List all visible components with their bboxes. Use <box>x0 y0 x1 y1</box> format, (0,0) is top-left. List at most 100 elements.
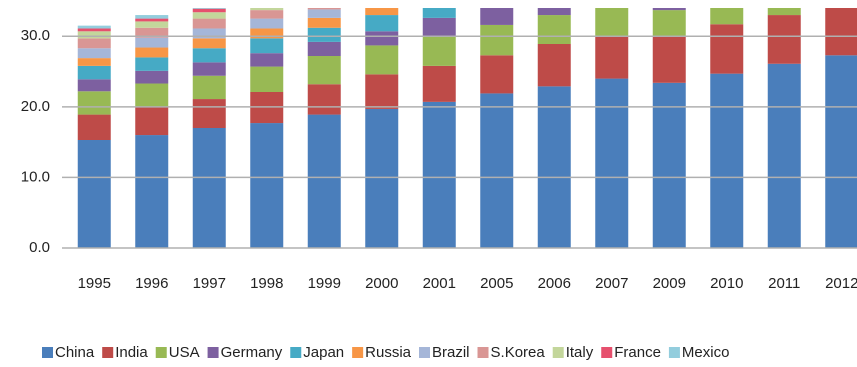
x-tick-label: 2005 <box>480 275 513 292</box>
bar-segment <box>307 41 341 56</box>
bar-segment <box>135 27 169 38</box>
legend-swatch <box>155 347 167 358</box>
legend-label: Brazil <box>432 344 470 361</box>
bar-segment <box>192 62 226 76</box>
legend-label: Mexico <box>682 344 730 361</box>
bar-segment <box>250 10 284 19</box>
bar-segment <box>307 56 341 85</box>
bar-segment <box>192 99 226 128</box>
bar-segment <box>422 8 456 18</box>
bar-segment <box>135 37 169 48</box>
x-tick-label: 2009 <box>653 275 686 292</box>
bar-segment <box>77 65 111 80</box>
bar-segment <box>710 8 744 25</box>
bar-segment <box>767 8 801 16</box>
bar-segment <box>307 9 341 18</box>
legend-swatch <box>601 347 613 358</box>
bar-segment <box>422 17 456 36</box>
bar-segment <box>480 93 514 248</box>
bar-segment <box>480 55 514 94</box>
legend-label: Germany <box>221 344 283 361</box>
bar-segment <box>135 83 169 107</box>
x-tick-label: 2011 <box>768 275 800 292</box>
bar-segment <box>652 82 686 248</box>
bar-segment <box>250 18 284 29</box>
x-tick-label: 2001 <box>423 275 456 292</box>
x-tick-label: 2012 <box>825 275 857 292</box>
bar-segment <box>192 12 226 19</box>
bar-segment <box>77 79 111 92</box>
bar-segment <box>192 38 226 49</box>
bar-segment <box>595 78 629 249</box>
legend-swatch <box>352 347 364 358</box>
bar-segment <box>250 0 283 3</box>
bar-segment <box>307 27 341 42</box>
bar-segment <box>250 38 284 54</box>
x-tick-label: 2000 <box>365 275 398 292</box>
bar-segment <box>192 128 226 248</box>
bar-segment <box>365 15 399 32</box>
x-tick-label: 1996 <box>135 275 168 292</box>
x-tick-label: 2007 <box>595 275 628 292</box>
bar-segment <box>595 0 628 4</box>
bar-segment <box>192 8 226 9</box>
legend-label: USA <box>169 344 200 361</box>
bar-segment <box>767 15 801 64</box>
bar-segment <box>192 75 226 100</box>
bar-segment <box>135 18 169 22</box>
bar-segment <box>422 35 456 66</box>
legend-label: S.Korea <box>491 344 546 361</box>
bar-segment <box>250 66 284 92</box>
legend-swatch <box>207 347 219 358</box>
bar-segment <box>135 15 169 19</box>
bar-segment <box>192 18 226 29</box>
bar-segment <box>77 91 111 115</box>
bar-segment <box>652 8 686 11</box>
bar-segment <box>250 53 284 67</box>
legend-label: Japan <box>303 344 344 361</box>
x-tick-label: 2010 <box>710 275 743 292</box>
bar-segment <box>192 48 226 63</box>
plot-area <box>77 0 857 249</box>
legend-label: China <box>55 344 95 361</box>
bar-segment <box>77 48 111 59</box>
y-tick-label: 30.0 <box>21 27 50 44</box>
x-tick-label: 1999 <box>308 275 341 292</box>
bar-segment <box>365 108 399 248</box>
bar-segment <box>135 70 169 84</box>
bar-segment <box>77 25 111 29</box>
bar-segment <box>480 8 514 25</box>
bar-segment <box>480 24 514 56</box>
bar-segment <box>135 21 169 28</box>
bar-segment <box>595 8 629 36</box>
bar-segment <box>537 44 571 87</box>
bar-segment <box>192 28 226 39</box>
bar-segment <box>250 8 284 11</box>
legend-swatch <box>668 347 680 358</box>
bar-segment <box>537 86 571 249</box>
y-tick-label: 10.0 <box>21 168 50 185</box>
bar-segment <box>825 8 857 56</box>
bar-segment <box>825 55 857 249</box>
bar-segment <box>135 135 169 248</box>
bar-segment <box>422 101 456 248</box>
bar-segment <box>710 73 744 248</box>
bar-segment <box>77 38 111 49</box>
bar-segment <box>307 17 341 28</box>
x-tick-label: 1997 <box>193 275 226 292</box>
legend-swatch <box>477 347 489 358</box>
bar-segment <box>77 58 111 66</box>
bar-segment <box>767 63 801 248</box>
bar-segment <box>422 65 456 102</box>
bar-segment <box>135 106 169 136</box>
bar-segment <box>710 24 744 74</box>
bar-segment <box>365 0 398 6</box>
y-tick-label: 0.0 <box>29 239 50 256</box>
legend-swatch <box>552 347 564 358</box>
bar-segment <box>77 28 111 32</box>
bar-segment <box>423 0 456 2</box>
bar-segment <box>595 35 629 79</box>
legend-swatch <box>419 347 430 358</box>
y-tick-label: 20.0 <box>21 98 50 115</box>
